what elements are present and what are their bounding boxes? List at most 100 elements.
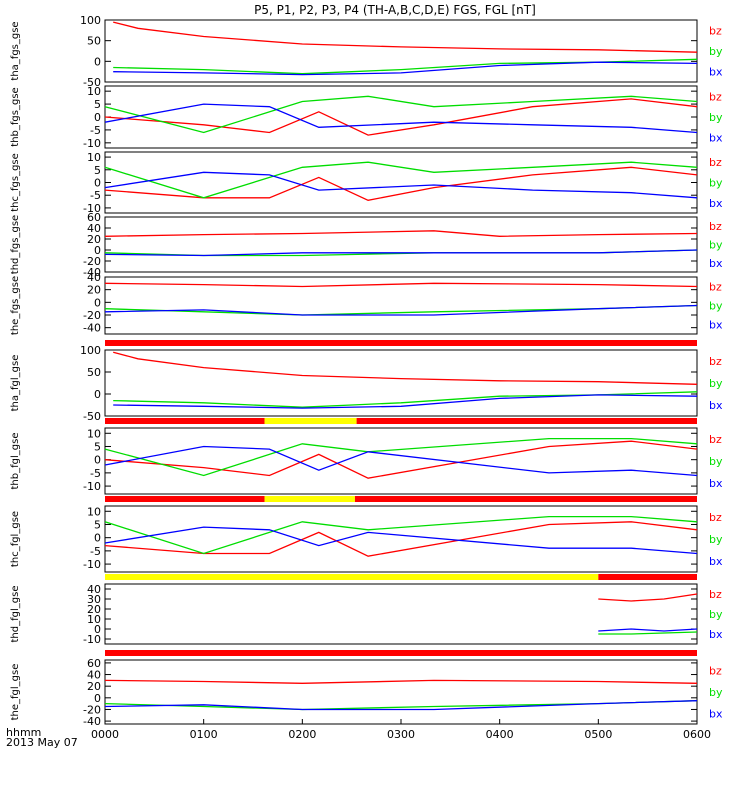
- y-tick-label: 10: [87, 613, 101, 626]
- series-line-by: [104, 515, 698, 555]
- legend-label-bx: bx: [709, 257, 723, 270]
- mode-bars-group: [105, 340, 697, 656]
- series-line-bz: [104, 166, 698, 201]
- series-line-by: [598, 631, 698, 635]
- legend-label-bx: bx: [709, 197, 723, 210]
- series-line-bx: [104, 304, 698, 316]
- y-tick-label: -20: [83, 255, 101, 268]
- series-line-bx: [113, 61, 698, 76]
- x-tick-label: 0200: [288, 728, 316, 741]
- x-tick-label: 0000: [91, 728, 119, 741]
- legend-label-bz: bz: [709, 511, 722, 524]
- y-tick-label: 0: [94, 111, 101, 124]
- legend-label-by: by: [709, 45, 723, 58]
- legend-label-bz: bz: [709, 588, 722, 601]
- mode-bar-segment: [354, 496, 697, 502]
- legend-label-by: by: [709, 111, 723, 124]
- x-tick-label: 0300: [387, 728, 415, 741]
- panel-frame: [104, 583, 698, 645]
- y-axis-label: thb_fgs_gse: [10, 87, 21, 146]
- legend-label-by: by: [709, 608, 723, 621]
- y-tick-label: 50: [87, 35, 101, 48]
- chart-title: P5, P1, P2, P3, P4 (TH-A,B,C,D,E) FGS, F…: [254, 3, 536, 17]
- legend-label-bz: bz: [709, 24, 722, 37]
- y-axis-label: thb_fgl_gse: [10, 433, 21, 490]
- mode-bar-segment: [105, 496, 265, 502]
- series-line-by: [113, 58, 698, 75]
- y-tick-label: -20: [83, 703, 101, 716]
- panel-frame: [104, 427, 698, 495]
- series-line-bz: [113, 21, 698, 53]
- series-line-bx: [104, 249, 698, 257]
- mode-bar-segment: [105, 340, 697, 346]
- y-tick-label: 5: [94, 98, 101, 111]
- legend-label-by: by: [709, 377, 723, 390]
- x-axis-group: hhmm 2013 May 07 0000 0100 0200 0300 0400 050…: [6, 719, 711, 749]
- mode-bar-segment: [264, 496, 355, 502]
- y-tick-label: 0: [94, 692, 101, 705]
- y-axis-label: the_fgl_gse: [10, 664, 21, 721]
- y-tick-label: -10: [83, 480, 101, 493]
- y-tick-label: 50: [87, 366, 101, 379]
- y-tick-label: 100: [80, 14, 101, 27]
- panel-tha_fgs_gse: -50 0 50 100 tha_fgs_gse bz by bx: [10, 14, 723, 89]
- y-axis-label: thc_fgl_gse: [10, 511, 21, 567]
- x-tick-label: 0500: [584, 728, 612, 741]
- y-tick-label: 0: [94, 454, 101, 467]
- series-line-bz: [104, 521, 698, 557]
- y-tick-label: 20: [87, 603, 101, 616]
- y-tick-label: 40: [87, 222, 101, 235]
- legend-label-by: by: [709, 686, 723, 699]
- series-line-bx: [598, 628, 698, 632]
- y-tick-label: -10: [83, 633, 101, 646]
- y-axis-label: thd_fgl_gse: [10, 586, 21, 643]
- panel-frame: [104, 85, 698, 149]
- y-tick-label: 20: [87, 284, 101, 297]
- y-tick-label: -10: [83, 202, 101, 215]
- legend-label-bx: bx: [709, 628, 723, 641]
- legend-label-by: by: [709, 177, 723, 190]
- series-line-bx: [104, 526, 698, 555]
- y-tick-label: 0: [94, 532, 101, 545]
- series-line-bx: [104, 445, 698, 477]
- y-tick-label: 0: [94, 55, 101, 68]
- series-line-bz: [104, 440, 698, 479]
- y-tick-label: 60: [87, 657, 101, 670]
- series-line-bz: [104, 98, 698, 136]
- legend-label-bz: bz: [709, 90, 722, 103]
- series-line-by: [104, 437, 698, 477]
- x-tick-label: 0600: [683, 728, 711, 741]
- legend-label-bz: bz: [709, 156, 722, 169]
- mode-bar-segment: [264, 418, 357, 424]
- y-tick-label: 0: [94, 177, 101, 190]
- series-line-by: [104, 161, 698, 199]
- panel-tha_fgl_gse: -50 0 50 100 tha_fgl_gse bz by bx: [10, 344, 723, 423]
- y-tick-label: 40: [87, 669, 101, 682]
- y-tick-label: -5: [90, 545, 101, 558]
- y-tick-label: 40: [87, 271, 101, 284]
- series-line-bz: [104, 282, 698, 288]
- legend-label-bz: bz: [709, 433, 722, 446]
- y-tick-label: -50: [83, 76, 101, 89]
- panel-frame: [104, 349, 698, 417]
- y-axis-label: thd_fgs_gse: [10, 215, 21, 274]
- y-tick-label: 0: [94, 296, 101, 309]
- y-tick-label: 100: [80, 344, 101, 357]
- x-tick-label: 0100: [190, 728, 218, 741]
- y-tick-label: 30: [87, 593, 101, 606]
- y-tick-label: 0: [94, 623, 101, 636]
- series-line-bz: [598, 593, 698, 602]
- panel-frame: [104, 216, 698, 273]
- y-axis-label: the_fgs_gse: [10, 276, 21, 335]
- x-tick-label: 0400: [486, 728, 514, 741]
- series-line-by: [113, 391, 698, 408]
- series-line-by: [104, 95, 698, 134]
- panel-frame: [104, 505, 698, 573]
- legend-label-bx: bx: [709, 399, 723, 412]
